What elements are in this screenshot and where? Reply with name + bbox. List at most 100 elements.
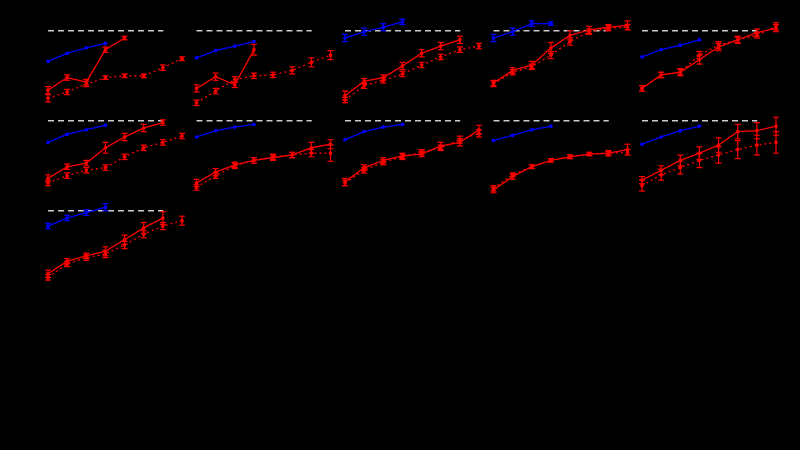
series-line (196, 123, 255, 138)
series-line (196, 152, 331, 188)
series-line (344, 132, 480, 184)
data-point (400, 64, 405, 68)
data-point (419, 150, 424, 155)
series-line (641, 25, 777, 89)
data-point (103, 75, 108, 80)
series-line (196, 54, 331, 104)
series-line (493, 148, 628, 191)
data-point (678, 70, 683, 74)
data-point (774, 24, 778, 29)
data-point (213, 128, 218, 133)
series-line (344, 123, 403, 141)
data-point (640, 142, 644, 146)
data-point (141, 232, 146, 236)
panel (45, 119, 185, 187)
data-point (103, 165, 108, 170)
data-point (46, 224, 50, 228)
panel (193, 120, 334, 191)
data-point (549, 46, 553, 50)
data-point (343, 137, 347, 142)
data-point (213, 74, 218, 79)
series-line (196, 49, 255, 89)
data-point (381, 125, 386, 129)
data-point (529, 128, 534, 132)
series-line (47, 58, 183, 99)
panel (490, 20, 631, 88)
data-point (84, 168, 89, 173)
data-point (232, 77, 237, 82)
data-point (194, 101, 199, 105)
data-point (491, 36, 496, 40)
series-line (641, 125, 777, 181)
data-point (640, 55, 644, 59)
panel (342, 18, 482, 104)
data-point (755, 143, 759, 147)
panel (45, 203, 185, 281)
data-point (659, 173, 663, 177)
data-point (46, 88, 50, 92)
data-point (122, 36, 127, 40)
data-point (735, 38, 740, 42)
data-point (362, 168, 366, 173)
data-point (84, 82, 89, 86)
data-point (510, 29, 515, 34)
series-line (344, 21, 403, 39)
data-point (438, 55, 443, 59)
data-point (529, 21, 534, 26)
data-point (587, 152, 592, 156)
data-point (232, 83, 237, 87)
data-point (194, 56, 199, 60)
data-point (84, 128, 89, 132)
data-point (271, 155, 275, 159)
data-point (46, 59, 50, 64)
data-point (141, 126, 146, 130)
data-point (122, 237, 127, 242)
data-point (587, 29, 592, 34)
data-point (362, 79, 366, 83)
data-point (458, 47, 462, 52)
series-line (493, 24, 628, 84)
data-point (549, 124, 553, 128)
data-point (103, 146, 108, 150)
data-point (252, 47, 256, 52)
data-point (716, 43, 721, 47)
data-point (84, 161, 89, 165)
data-point (122, 135, 127, 139)
data-point (381, 160, 386, 164)
data-point (606, 151, 611, 155)
data-point (46, 181, 50, 185)
data-point (213, 89, 218, 93)
data-point (362, 129, 366, 134)
data-point (309, 146, 314, 150)
series-line (47, 220, 183, 278)
data-point (510, 173, 515, 177)
data-point (606, 26, 611, 30)
data-point (438, 146, 443, 150)
data-point (290, 68, 295, 73)
data-point (678, 165, 683, 170)
data-point (697, 38, 702, 42)
data-point (774, 124, 778, 128)
data-point (232, 44, 237, 48)
data-point (549, 158, 553, 163)
data-point (180, 56, 184, 61)
data-point (213, 48, 218, 53)
data-point (84, 46, 89, 50)
data-point (84, 255, 89, 260)
data-point (640, 86, 644, 91)
data-point (328, 53, 333, 57)
data-point (343, 181, 347, 185)
series-line (641, 125, 700, 145)
data-point (103, 47, 108, 52)
data-point (678, 43, 683, 47)
data-point (141, 226, 146, 230)
data-point (65, 51, 69, 56)
data-point (252, 39, 256, 44)
series-line (47, 135, 183, 184)
panel (639, 116, 779, 192)
data-point (716, 143, 721, 147)
data-point (161, 224, 165, 228)
series-line (47, 42, 106, 62)
data-point (458, 38, 462, 42)
data-point (697, 124, 702, 128)
